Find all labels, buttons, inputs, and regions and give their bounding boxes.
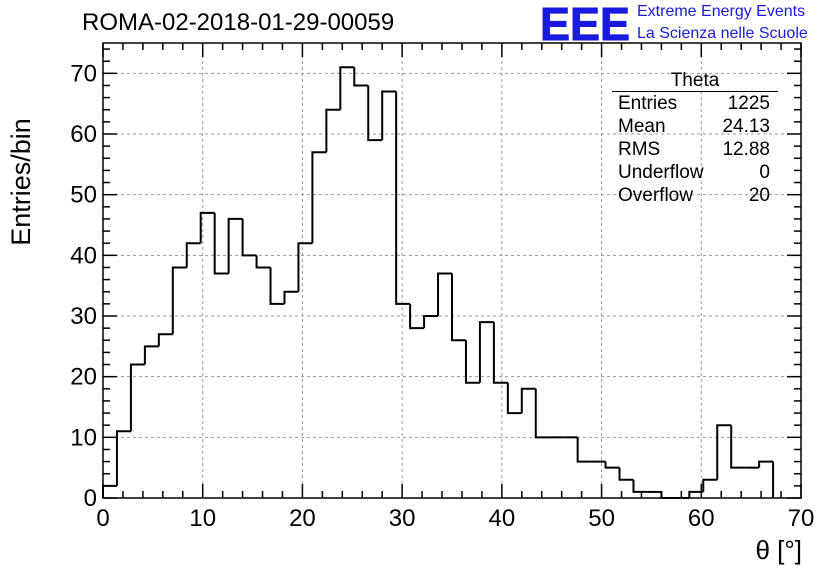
histogram-bin: [115, 430, 131, 486]
x-axis-label: θ [°]: [755, 535, 802, 565]
tick-labels: 0 10 20 30 40 50 60 70 0 10 20 30 40 50 60 70: [70, 60, 814, 532]
stats-row-entries: Entries 1225: [610, 92, 778, 115]
stats-row-overflow: Overflow 20: [610, 184, 778, 207]
stats-label: Entries: [618, 93, 678, 114]
stats-value: 1225: [727, 93, 770, 114]
stats-row-mean: Mean 24.13: [610, 115, 778, 138]
eee-logo: EEE: [540, 2, 631, 46]
logo-text: Extreme Energy Events La Scienza nelle S…: [637, 1, 808, 45]
histogram-bin: [716, 424, 732, 480]
histogram-bin: [702, 478, 718, 492]
histogram-bin: [506, 382, 522, 415]
histogram-bin: [255, 255, 271, 269]
stats-value: 12.88: [722, 139, 770, 160]
y-tick-label: 30: [70, 303, 97, 330]
histogram-bin: [423, 315, 439, 329]
histogram-bin: [157, 333, 173, 347]
logo-line-1: Extreme Energy Events: [637, 3, 806, 20]
histogram-bin: [381, 90, 397, 141]
x-tick-label: 0: [96, 505, 109, 532]
histogram-bin: [758, 460, 774, 468]
histogram-bin: [213, 212, 229, 275]
stats-label: Mean: [618, 116, 666, 137]
stats-row-rms: RMS 12.88: [610, 138, 778, 161]
histogram-bin: [437, 272, 452, 316]
x-tick-label: 50: [588, 505, 615, 532]
x-tick-label: 20: [289, 505, 316, 532]
logo-mark: EEE: [540, 2, 630, 46]
stats-value: 20: [748, 185, 770, 206]
histogram-bin: [143, 345, 159, 365]
histogram-bin: [353, 67, 369, 87]
histogram-bin: [604, 461, 620, 469]
y-tick-label: 50: [70, 182, 97, 209]
histogram-series: [102, 66, 775, 499]
logo-line-2: La Scienza nelle Scuole: [637, 25, 808, 42]
histogram-bin: [464, 340, 480, 384]
histogram-bin: [339, 66, 355, 110]
y-tick-label: 10: [70, 424, 97, 451]
histogram-bin: [492, 322, 508, 384]
histogram-bin: [409, 303, 425, 330]
stats-value: 24.13: [722, 116, 770, 137]
histogram-bin: [618, 467, 634, 481]
histogram-bin: [199, 211, 215, 244]
histogram-bin: [660, 491, 676, 499]
histogram-bin: [576, 437, 592, 463]
y-axis-label: Entries/bin: [6, 118, 36, 246]
histogram-bin: [311, 151, 327, 244]
y-tick-label: 20: [70, 364, 97, 391]
histogram-bin: [632, 479, 648, 493]
y-tick-label: 70: [70, 60, 97, 87]
stats-row-underflow: Underflow 0: [610, 161, 778, 184]
histogram-bin: [325, 108, 341, 153]
plot-frame: [102, 42, 802, 499]
histogram-bin: [102, 484, 117, 498]
histogram-bin: [534, 388, 550, 439]
axes: [102, 42, 802, 499]
histogram-bin: [451, 273, 466, 342]
histogram-bin: [227, 217, 243, 274]
histogram-bin: [185, 242, 201, 268]
y-tick-label: 40: [70, 242, 97, 269]
histogram-bin: [395, 91, 411, 305]
histogram-bin: [688, 490, 704, 498]
y-tick-label: 0: [84, 485, 97, 512]
x-tick-label: 60: [688, 505, 715, 532]
x-tick-label: 30: [389, 505, 416, 532]
histogram-bin: [269, 267, 285, 305]
histogram-bin: [520, 387, 536, 414]
chart-title: ROMA-02-2018-01-29-00059: [82, 9, 395, 36]
histogram-bin: [367, 85, 383, 142]
stats-label: RMS: [618, 139, 661, 160]
stats-label: Overflow: [618, 185, 693, 206]
histogram-bin: [478, 321, 494, 383]
x-tick-label: 70: [788, 505, 815, 532]
stats-title: Theta: [612, 71, 778, 92]
x-tick-label: 40: [489, 505, 516, 532]
stats-label: Underflow: [618, 162, 704, 183]
stats-value: 0: [759, 162, 770, 183]
histogram-bin: [171, 266, 187, 335]
histogram-bin: [283, 290, 299, 304]
stats-box: Theta Entries 1225 Mean 24.13 RMS 12.88 Und…: [610, 71, 778, 207]
grid-lines: [103, 43, 801, 498]
histogram-bin: [129, 363, 145, 432]
histogram-bin: [297, 242, 313, 292]
x-tick-label: 10: [189, 505, 216, 532]
y-tick-label: 60: [70, 121, 97, 148]
histogram-bin: [730, 425, 746, 469]
histogram-bin: [241, 218, 257, 257]
